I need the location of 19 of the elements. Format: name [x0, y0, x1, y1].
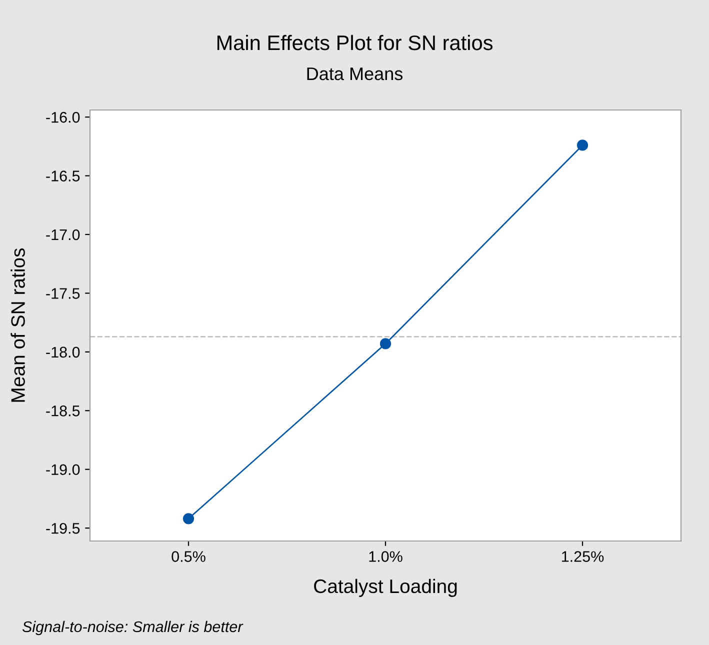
x-axis-title: Catalyst Loading: [314, 578, 457, 597]
y-tick-label: -19.5: [46, 522, 80, 534]
chart-title: Main Effects Plot for SN ratios: [217, 34, 493, 50]
point: [182, 513, 194, 524]
text: Signal-to-noise: Smaller is better: [22, 620, 244, 636]
y-tick-label: -17.5: [46, 288, 80, 299]
x-tick-label: 1.25%: [562, 551, 604, 562]
x-tick-label: 0.5%: [172, 551, 206, 562]
y-tick-label: -17.0: [46, 229, 80, 240]
y-tick-label: -19.0: [46, 464, 80, 476]
y-axis-title: Mean of SN ratios: [10, 248, 25, 402]
point: [576, 140, 588, 151]
y-tick-label: -18.0: [46, 346, 80, 358]
chart-subtitle: Data Means: [307, 68, 403, 80]
point: [380, 338, 392, 350]
y-tick-label: -16.5: [46, 170, 80, 182]
y-tick-label: -18.5: [46, 406, 80, 416]
x-tick-label: 1.0%: [369, 551, 402, 562]
y-tick-label: -16.0: [46, 112, 80, 123]
